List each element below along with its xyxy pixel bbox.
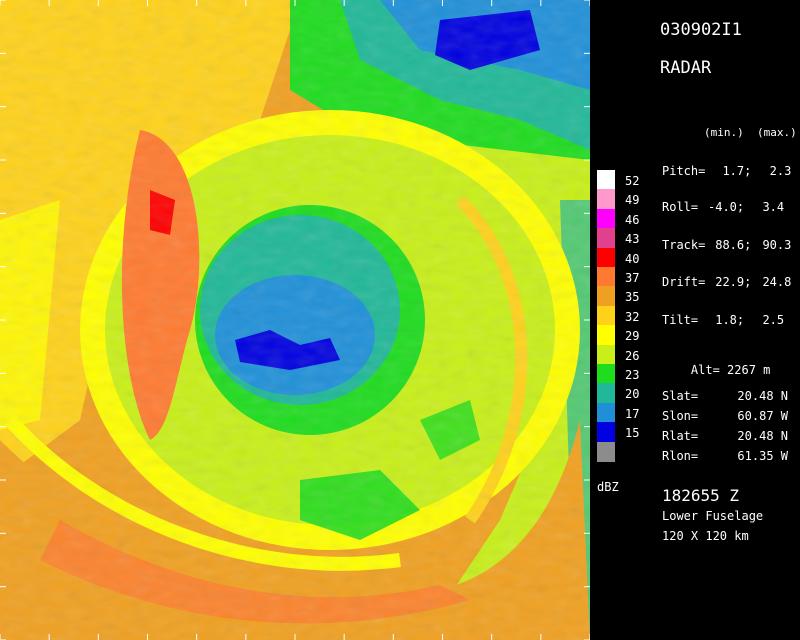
legend-swatch	[597, 305, 615, 326]
legend-value: 46	[625, 212, 640, 227]
legend-swatch	[597, 383, 615, 404]
param-row: Tilt= 1.8; 2.5	[662, 313, 784, 327]
position-label: Slat=	[662, 389, 699, 403]
legend-value: 23	[625, 368, 640, 382]
legend-swatch	[597, 170, 615, 190]
legend-swatch	[597, 422, 615, 443]
legend-swatch	[597, 189, 615, 210]
legend-value: 40	[625, 251, 640, 266]
param-row: Drift= 22.9; 24.8	[662, 275, 791, 289]
param-max: 3.4	[762, 200, 785, 214]
param-max: 2.3	[769, 164, 792, 178]
param-min: 1.8;	[715, 313, 745, 327]
position-label: Rlat=	[662, 429, 699, 443]
legend-value: 26	[625, 348, 640, 363]
param-max: 90.3	[762, 238, 792, 252]
legend-value: 35	[625, 290, 640, 305]
position-value: 61.35 W	[737, 449, 788, 463]
param-row: Pitch= 1.7; 2.3	[662, 164, 791, 178]
altitude-label: Alt=	[690, 363, 720, 377]
legend-unit: dBZ	[597, 480, 619, 494]
time-label: 182655 Z	[662, 486, 740, 505]
legend-value: 15	[625, 426, 640, 441]
legend-swatch	[597, 344, 615, 365]
legend-swatch	[597, 286, 615, 307]
param-label: Pitch=	[662, 164, 706, 178]
legend-value: 17	[625, 406, 640, 421]
legend-swatch	[597, 402, 615, 423]
legend-value: 29	[625, 329, 640, 344]
param-max: 24.8	[762, 275, 792, 289]
position-row: Rlon= 61.35 W	[662, 449, 788, 463]
legend-swatch	[597, 325, 615, 346]
legend-value: 20	[625, 387, 640, 402]
altitude-row: Alt= 2267 m	[662, 349, 771, 391]
param-max: 2.5	[762, 313, 785, 327]
legend-swatch	[597, 441, 615, 462]
legend-value: 43	[625, 232, 640, 247]
param-label: Track=	[662, 238, 706, 252]
position-value: 60.87 W	[737, 409, 788, 423]
legend-swatch	[597, 364, 615, 384]
position-value: 20.48 N	[737, 389, 788, 403]
legend-value: 32	[625, 309, 640, 324]
position-label: Rlon=	[662, 449, 699, 463]
position-row: Slat= 20.48 N	[662, 389, 788, 403]
radar-reflectivity-image	[0, 0, 590, 640]
flight-id: 030902I1	[660, 20, 742, 40]
minmax-header: (min.) (max.)	[704, 126, 797, 139]
legend-swatch	[597, 247, 615, 268]
instrument-label: RADAR	[660, 58, 712, 78]
altitude-value: 2267 m	[727, 363, 771, 377]
param-row: Track= 88.6; 90.3	[662, 238, 791, 252]
legend-swatch	[597, 228, 615, 249]
position-row: Rlat= 20.48 N	[662, 429, 788, 443]
param-label: Roll=	[662, 200, 699, 214]
legend-swatch	[597, 267, 615, 287]
param-min: 88.6;	[715, 238, 752, 252]
param-row: Roll= -4.0; 3.4	[662, 200, 784, 214]
param-min: 1.7;	[722, 164, 752, 178]
dbz-color-legend: 52 49 46 43 40 37 35 32 29 26 23 20 17 15 dBZ	[590, 170, 660, 494]
param-label: Tilt=	[662, 313, 699, 327]
legend-value: 37	[625, 271, 640, 285]
domain-size-label: 120 X 120 km	[662, 529, 749, 543]
position-row: Slon= 60.87 W	[662, 409, 788, 423]
legend-swatch	[597, 208, 615, 229]
info-panel: 030902I1 RADAR (min.) (max.) Pitch= 1.7; 2…	[590, 0, 800, 640]
param-min: 22.9;	[715, 275, 752, 289]
param-label: Drift=	[662, 275, 706, 289]
position-value: 20.48 N	[737, 429, 788, 443]
legend-value: 52	[625, 174, 640, 188]
position-label: Slon=	[662, 409, 699, 423]
param-min: -4.0;	[708, 200, 745, 214]
legend-value: 49	[625, 193, 640, 208]
antenna-label: Lower Fuselage	[662, 509, 764, 523]
